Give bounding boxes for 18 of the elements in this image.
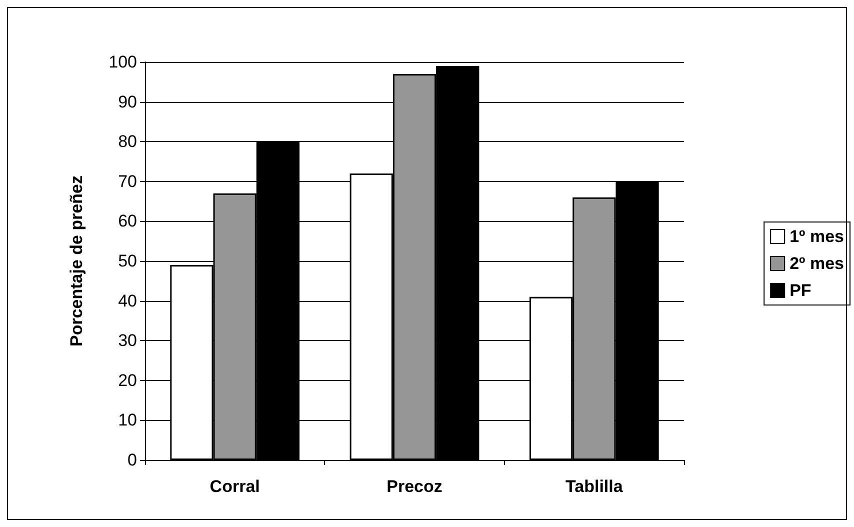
y-tick-label: 60 xyxy=(118,212,137,231)
x-tick-label: Corral xyxy=(210,477,260,496)
y-tick-label: 0 xyxy=(128,450,137,470)
legend-label: PF xyxy=(790,281,812,300)
x-tick-label: Tablilla xyxy=(566,477,624,496)
y-tick-label: 50 xyxy=(118,252,137,270)
y-tick-label: 70 xyxy=(118,172,137,191)
y-tick-label: 10 xyxy=(118,410,137,430)
y-axis-title: Porcentaje de preñez xyxy=(67,175,86,347)
y-tick-label: 100 xyxy=(108,52,137,72)
y-tick-label: 80 xyxy=(118,132,137,152)
y-tick-label: 30 xyxy=(118,331,137,350)
legend-label: 1º mes xyxy=(790,227,844,246)
y-tick-label: 40 xyxy=(118,291,137,310)
y-tick-label: 20 xyxy=(118,370,137,390)
y-tick-label: 90 xyxy=(118,92,137,112)
legend-label: 2º mes xyxy=(790,254,844,273)
x-tick-label: Precoz xyxy=(386,477,442,496)
